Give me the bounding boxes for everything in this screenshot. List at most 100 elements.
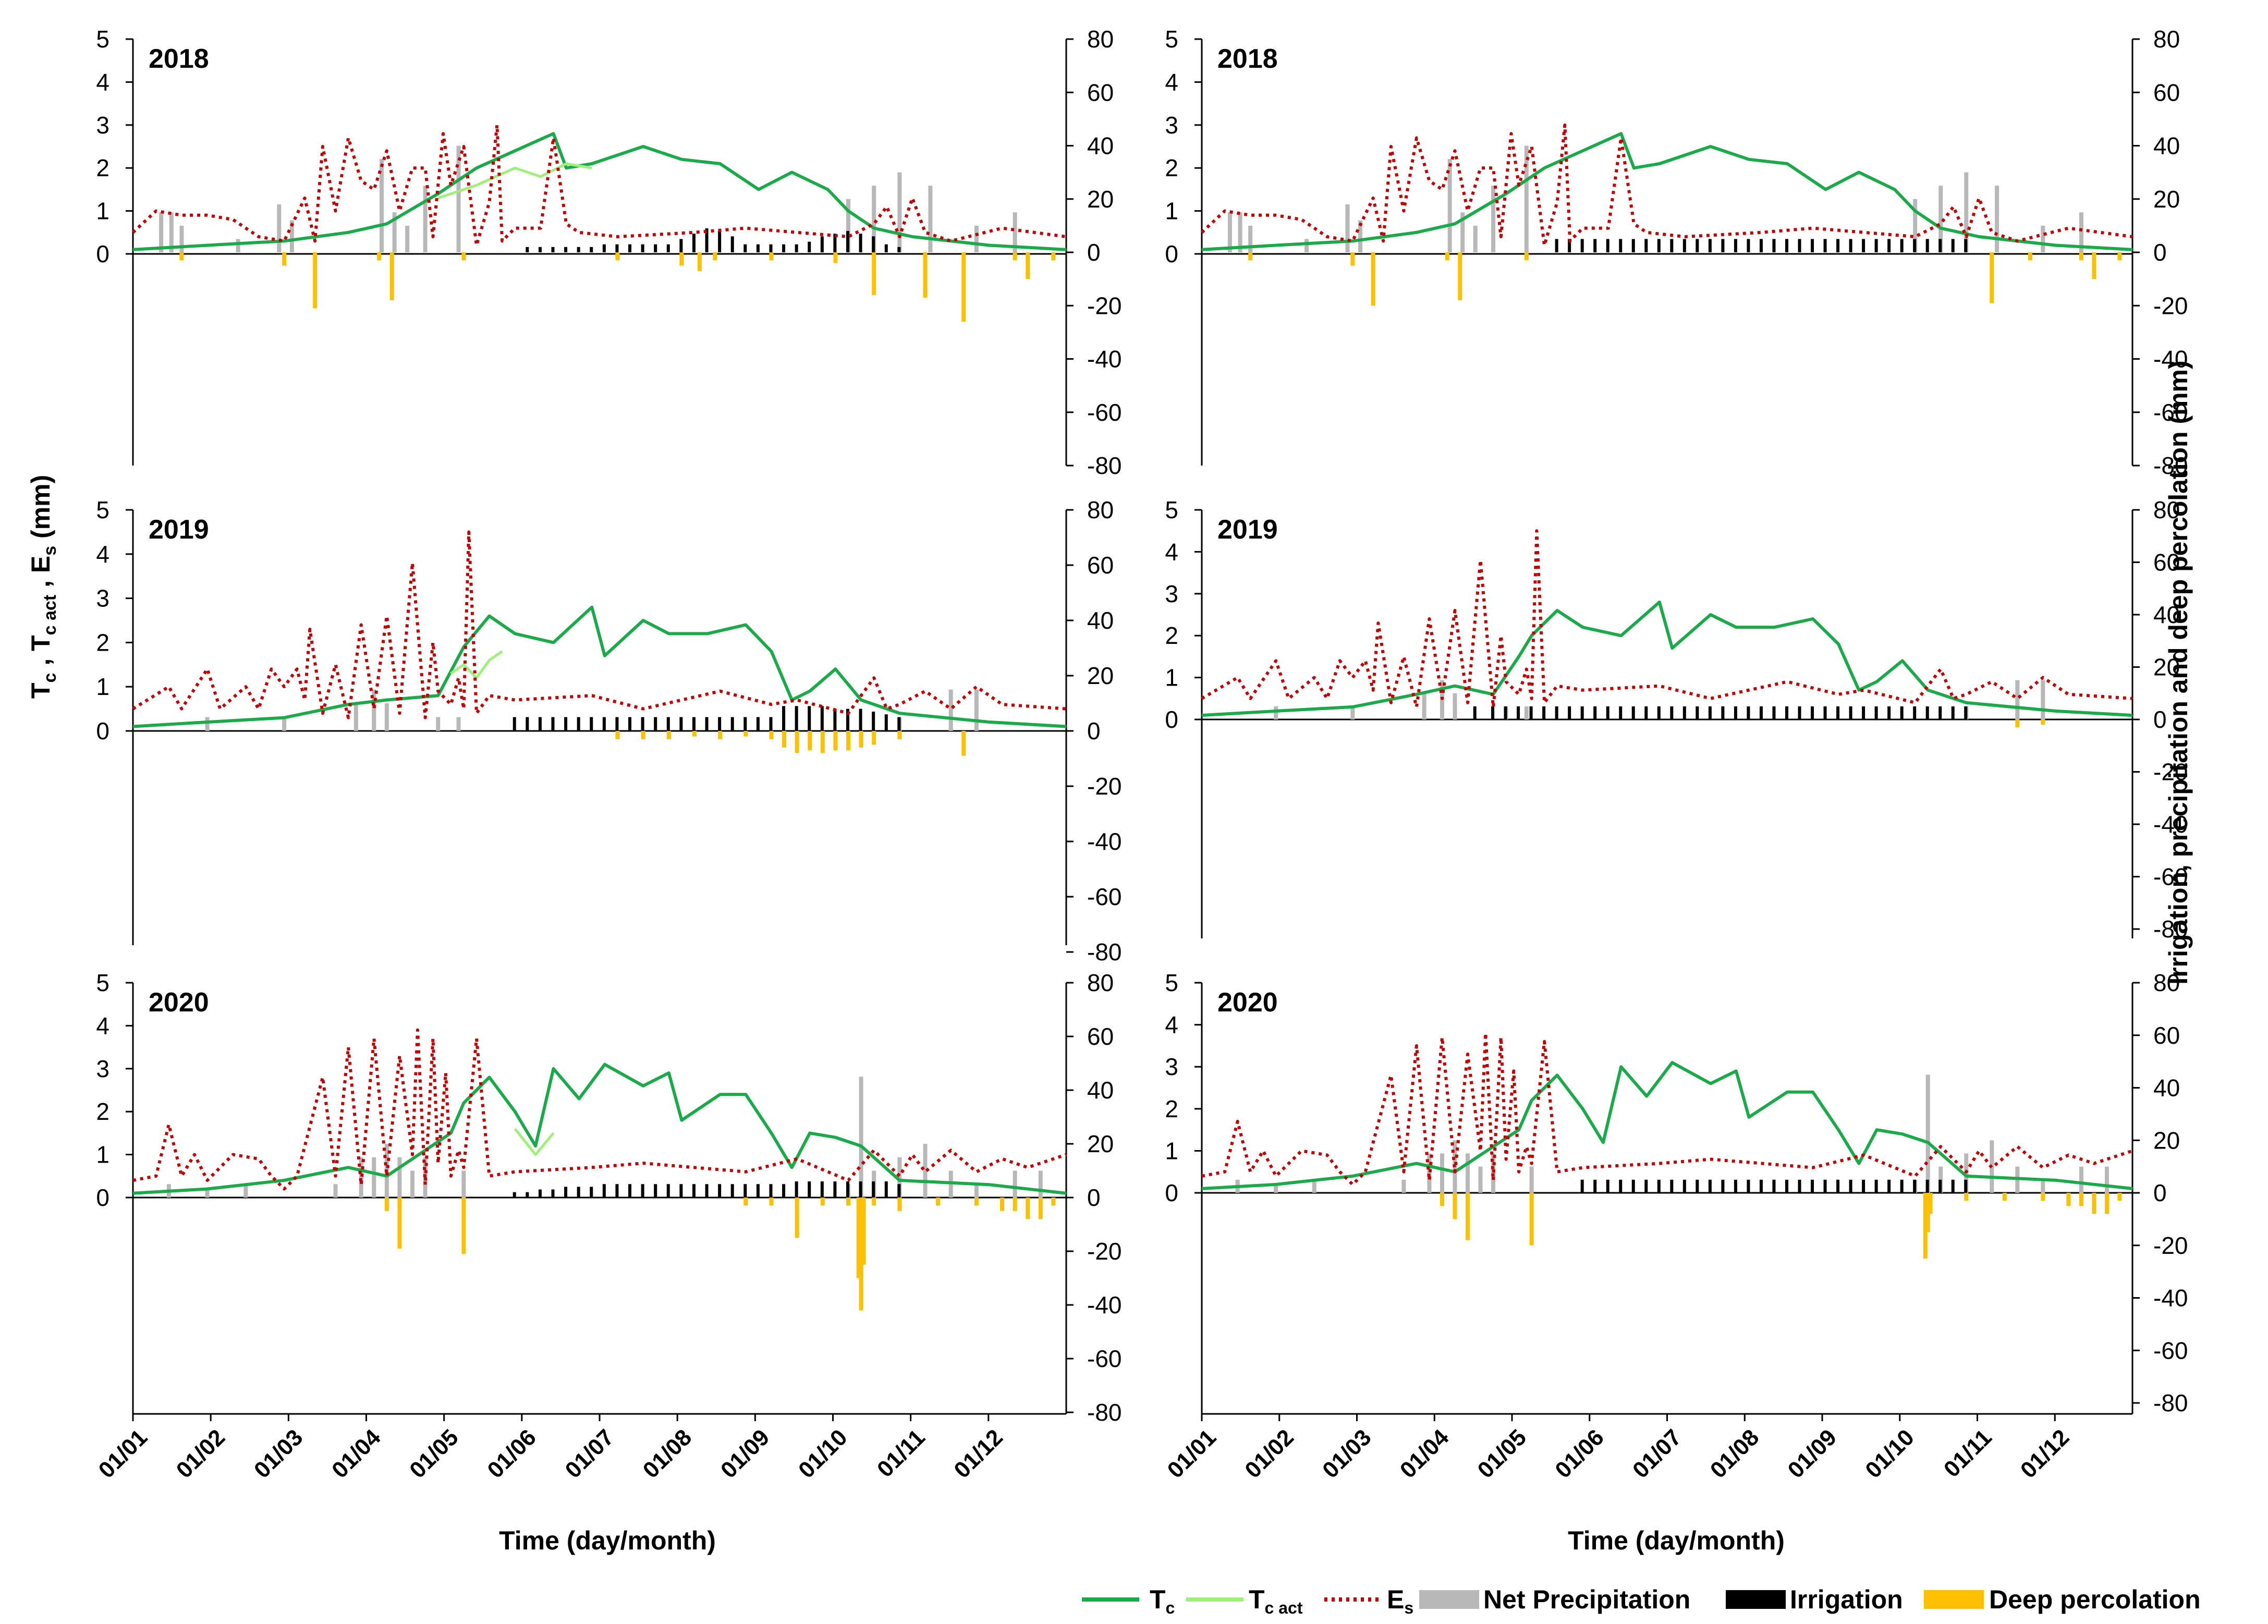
irrigation-bar	[628, 1184, 632, 1198]
panel-2018-right: 0 1 2 3 4 5 80 60 40 20 0 -20 -40 -60 -80 2018	[1165, 26, 2188, 479]
left-y-tick-label: 0	[96, 240, 109, 267]
percolation-bar	[2002, 1193, 2007, 1201]
irrigation-bar	[1696, 706, 1699, 719]
percolation-bar	[1350, 252, 1355, 266]
precip-bar	[1238, 212, 1242, 252]
left-y-tick-label: 2	[1165, 622, 1178, 649]
left-y-tick-label: 4	[1165, 1011, 1178, 1039]
irrigation-bar	[859, 1181, 862, 1198]
left-y-tick-label: 1	[1165, 198, 1178, 225]
irrigation-bar	[513, 717, 516, 731]
precip-bar	[282, 717, 287, 731]
irrigation-bar	[820, 706, 824, 731]
left-y-tick-label: 0	[1165, 240, 1178, 267]
precip-bar	[1440, 1153, 1444, 1193]
precip-bar	[436, 717, 441, 731]
left-y-tick-label: 1	[96, 198, 109, 225]
precip-bar	[1925, 1074, 1930, 1193]
percolation-bar	[1051, 1198, 1056, 1206]
irrigation-bar	[705, 717, 709, 731]
percolation-bar	[1038, 1198, 1043, 1219]
right-y-tick-label: -40	[2153, 1285, 2188, 1312]
irrigation-bar	[1772, 1179, 1776, 1193]
irrigation-bar	[1951, 239, 1955, 252]
precip-bar	[243, 1184, 248, 1198]
irrigation-bar	[1759, 1179, 1763, 1193]
irrigation-bar	[1580, 706, 1584, 719]
percolation-bar	[697, 252, 702, 271]
legend-swatch-perc	[1924, 1590, 1984, 1609]
right-y-tick-label: 0	[2153, 1179, 2167, 1206]
panel-2018-left: 0 1 2 3 4 5 80 60 40 20 0 -20 -40 -60 -80 2018	[96, 26, 1121, 479]
irrigation-bar	[1951, 1179, 1955, 1193]
precip-bar	[2015, 680, 2020, 719]
percolation-bar	[897, 1198, 902, 1211]
left-y-tick-label: 5	[96, 26, 109, 53]
irrigation-bar	[859, 234, 862, 252]
precip-bar	[923, 1144, 928, 1198]
right-y-tick-label: 40	[1087, 132, 1114, 160]
percolation-bar	[872, 252, 876, 295]
percolation-bar	[1445, 252, 1449, 261]
percolation-bar	[179, 252, 184, 261]
right-y-tick-label: -40	[2153, 811, 2188, 838]
irrigation-bar	[551, 717, 555, 731]
left-y-tick-label: 1	[1165, 1137, 1178, 1164]
left-y-tick-label: 1	[96, 673, 109, 700]
irrigation-bar	[602, 717, 606, 731]
precip-bar	[205, 1189, 210, 1198]
irrigation-bar	[564, 247, 568, 252]
irrigation-bar	[590, 717, 593, 731]
right-y-tick-label: 40	[1087, 607, 1114, 634]
percolation-bar	[743, 731, 748, 737]
left-y-tick-label: 0	[1165, 706, 1178, 733]
left-y-tick-label: 3	[96, 585, 109, 612]
left-y-tick-label: 5	[1165, 969, 1178, 996]
percolation-bar	[641, 731, 645, 739]
irrigation-bar	[654, 244, 657, 252]
irrigation-bar	[769, 244, 773, 252]
percolation-bar	[615, 731, 620, 739]
right-y-tick-label: -60	[2153, 399, 2188, 426]
x-tick-label: 01/04	[1395, 1424, 1454, 1483]
precip-bar	[159, 212, 164, 252]
left-y-tick-label: 1	[96, 1141, 109, 1168]
precip-bar	[456, 717, 461, 731]
irrigation-bar	[1734, 239, 1737, 252]
irrigation-bar	[641, 1184, 644, 1198]
irrigation-bar	[820, 1181, 824, 1198]
irrigation-bar	[1785, 1179, 1788, 1193]
percolation-bar	[2015, 719, 2020, 728]
irrigation-bar	[513, 1192, 516, 1198]
tc-line	[132, 132, 1067, 251]
irrigation-bar	[782, 706, 786, 731]
tc-act-line	[437, 162, 592, 200]
precip-bar	[1460, 212, 1465, 252]
precip-bar	[423, 186, 428, 252]
irrigation-bar	[730, 236, 734, 252]
irrigation-bar	[1785, 239, 1788, 252]
irrigation-bar	[1631, 1179, 1635, 1193]
right-y-tick-label: 60	[2153, 79, 2180, 106]
x-tick-label: 01/09	[716, 1424, 775, 1483]
precip-bar	[1529, 1166, 1534, 1193]
irrigation-bar	[538, 717, 542, 731]
irrigation-bar	[1925, 239, 1929, 252]
precip-bar	[1466, 1153, 1470, 1193]
percolation-bar	[1371, 252, 1375, 306]
right-y-tick-label: 80	[1087, 969, 1114, 996]
irrigation-bar	[872, 1181, 875, 1198]
irrigation-bar	[590, 1187, 593, 1198]
left-y-tick-label: 2	[1165, 154, 1178, 181]
right-y-tick-label: -80	[2153, 915, 2188, 943]
percolation-bar	[1458, 252, 1462, 301]
left-y-tick-label: 4	[96, 1012, 109, 1039]
irrigation-bar	[1887, 1179, 1891, 1193]
left-y-tick-label: 3	[1165, 112, 1178, 139]
irrigation-bar	[1644, 1179, 1648, 1193]
irrigation-bar	[1823, 1179, 1827, 1193]
es-line	[132, 1028, 1067, 1191]
precip-bar	[1453, 693, 1457, 719]
irrigation-bar	[1925, 1179, 1929, 1193]
percolation-bar	[2041, 719, 2045, 725]
